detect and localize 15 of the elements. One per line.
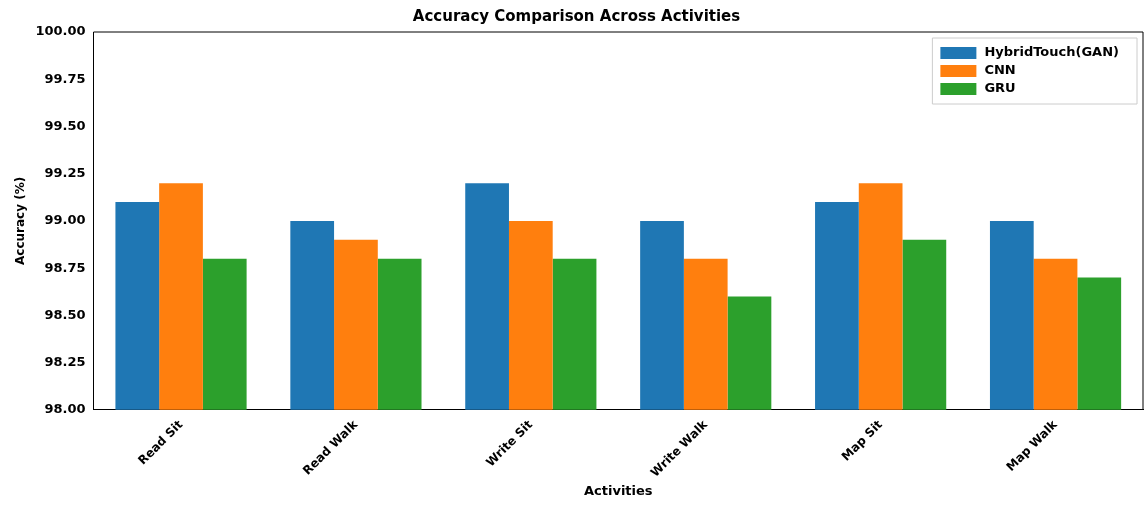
y-tick-label: 98.50 (44, 306, 86, 322)
legend-label: HybridTouch(GAN) (984, 44, 1120, 60)
legend-label: GRU (984, 80, 1016, 96)
legend-label: CNN (984, 62, 1016, 78)
y-tick-label: 98.75 (44, 259, 86, 275)
y-tick-label: 99.00 (44, 212, 86, 228)
y-tick-label: 98.00 (44, 401, 86, 417)
y-axis-title: Accuracy (%) (13, 176, 28, 265)
y-tick-label: 100.00 (35, 23, 86, 39)
x-axis-title: Activities (583, 482, 653, 498)
y-tick-label: 98.25 (44, 353, 86, 369)
y-tick-label: 99.75 (44, 70, 86, 86)
y-tick-label: 99.25 (44, 165, 86, 181)
y-tick-label: 99.50 (44, 117, 86, 133)
chart-title: Accuracy Comparison Across Activities (412, 6, 741, 25)
